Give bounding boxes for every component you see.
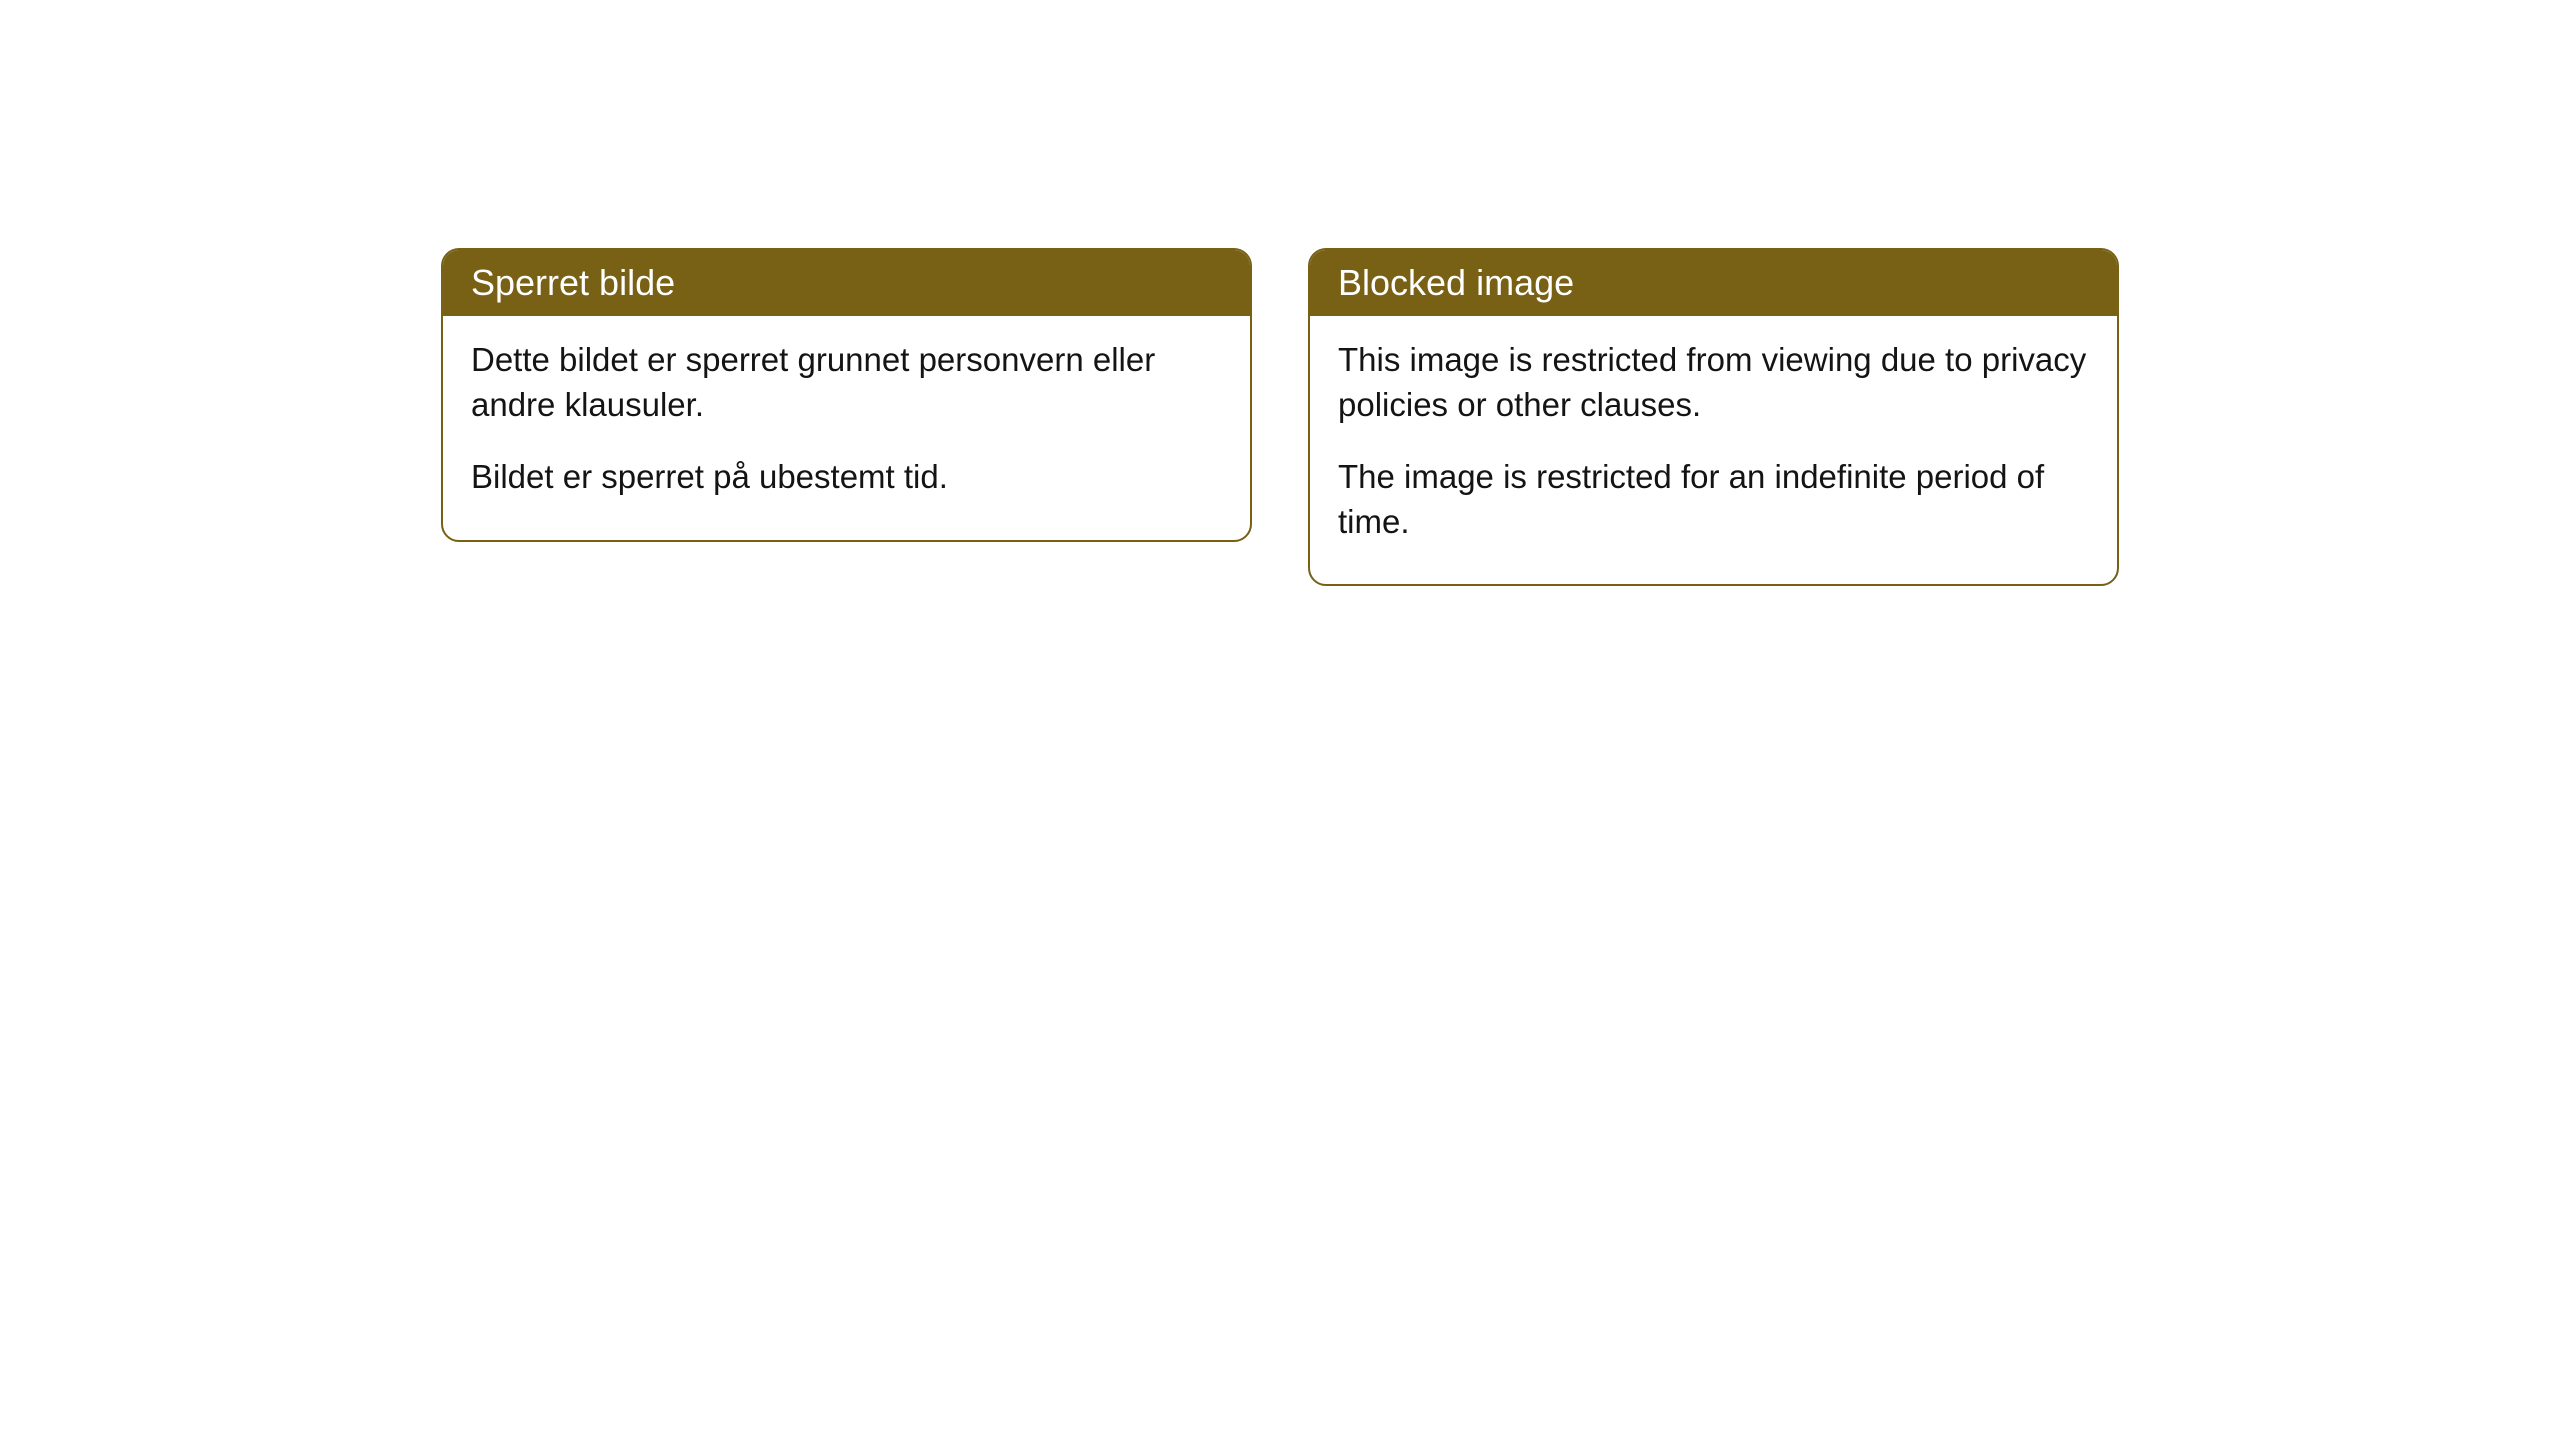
card-paragraph1-norwegian: Dette bildet er sperret grunnet personve… — [471, 338, 1222, 427]
card-english: Blocked image This image is restricted f… — [1308, 248, 2119, 586]
card-paragraph1-english: This image is restricted from viewing du… — [1338, 338, 2089, 427]
card-body-english: This image is restricted from viewing du… — [1310, 316, 2117, 584]
card-header-english: Blocked image — [1310, 250, 2117, 316]
card-body-norwegian: Dette bildet er sperret grunnet personve… — [443, 316, 1250, 540]
card-title-english: Blocked image — [1338, 262, 1574, 303]
card-paragraph2-norwegian: Bildet er sperret på ubestemt tid. — [471, 455, 1222, 500]
card-paragraph2-english: The image is restricted for an indefinit… — [1338, 455, 2089, 544]
card-norwegian: Sperret bilde Dette bildet er sperret gr… — [441, 248, 1252, 542]
cards-container: Sperret bilde Dette bildet er sperret gr… — [441, 248, 2119, 1440]
card-title-norwegian: Sperret bilde — [471, 262, 675, 303]
card-header-norwegian: Sperret bilde — [443, 250, 1250, 316]
